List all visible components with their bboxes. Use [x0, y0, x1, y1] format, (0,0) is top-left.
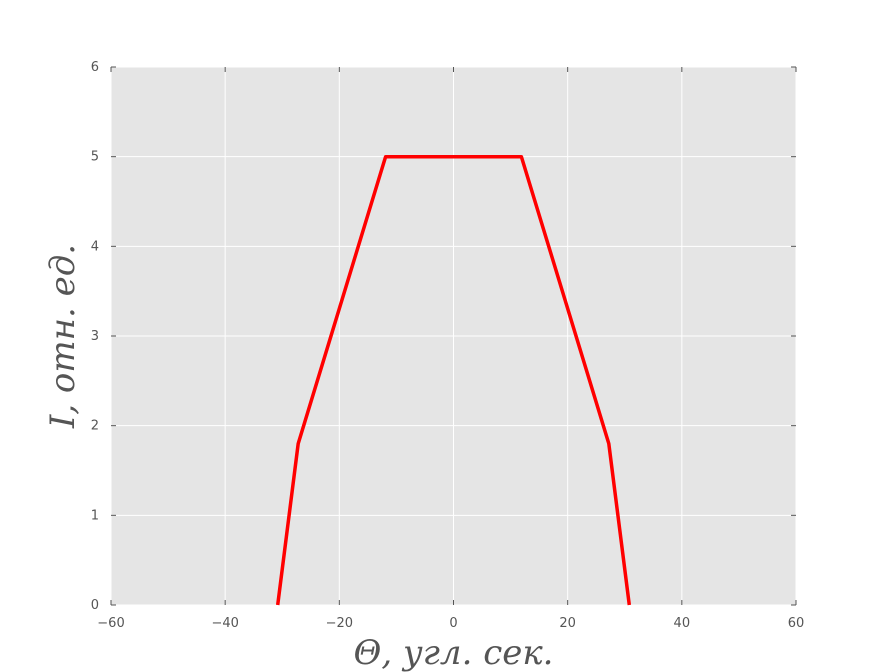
x-tick-label: 60: [788, 616, 805, 631]
series: [275, 154, 632, 606]
y-tick-label: 3: [91, 329, 99, 344]
series-line: [275, 154, 632, 606]
y-tick-label: 4: [91, 239, 99, 254]
ticks: [110, 66, 797, 606]
y-axis-title: I, отн. ед.: [43, 244, 83, 429]
y-tick-label: 2: [91, 419, 99, 434]
y-tick-label: 5: [91, 150, 99, 165]
x-tick-label: 20: [559, 616, 576, 631]
x-tick-label: 0: [449, 616, 457, 631]
x-tick-label: −60: [97, 616, 124, 631]
y-tick-label: 0: [91, 598, 99, 613]
x-tick-label: 40: [674, 616, 691, 631]
x-axis-title: Θ, угл. сек.: [354, 633, 554, 672]
tick-labels: −60 −40 −20 0 20 40 60 0 1 2 3 4 5 6: [91, 60, 805, 631]
x-tick-label: −20: [326, 616, 353, 631]
y-tick-label: 1: [91, 508, 99, 523]
x-tick-label: −40: [211, 616, 238, 631]
y-tick-label: 6: [91, 60, 99, 75]
